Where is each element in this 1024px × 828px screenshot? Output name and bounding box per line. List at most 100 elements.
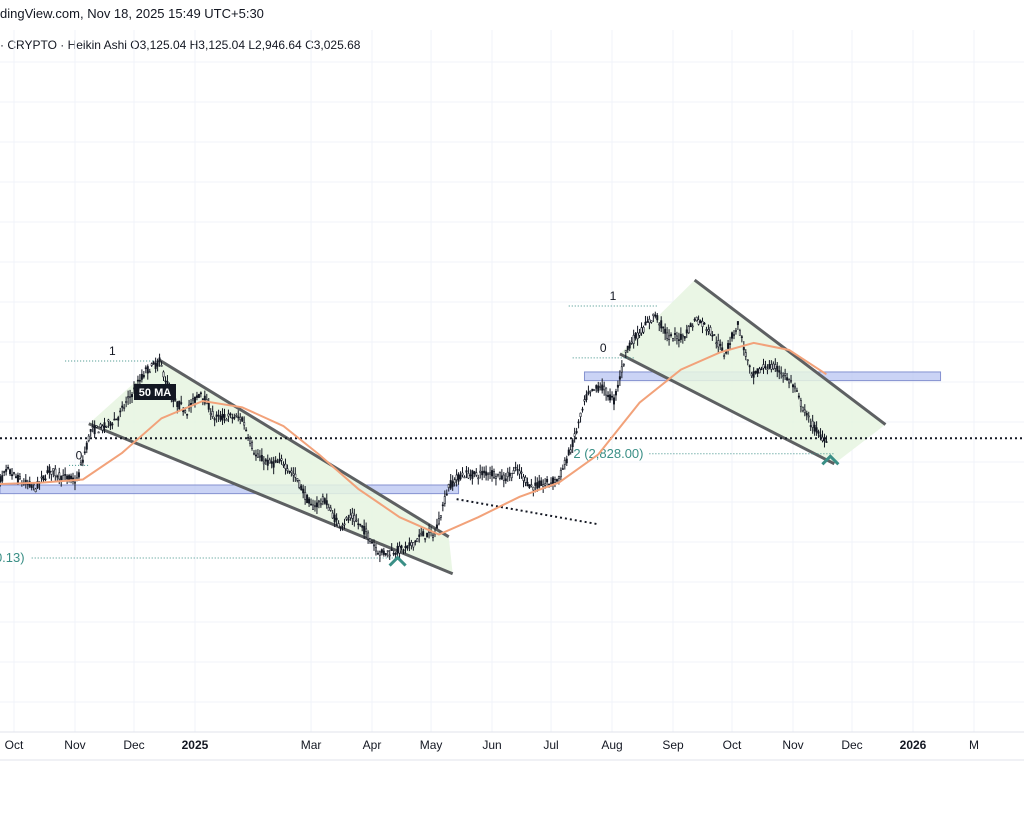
candle bbox=[498, 471, 501, 479]
candle bbox=[136, 379, 139, 382]
candle bbox=[68, 475, 71, 481]
candle bbox=[595, 385, 598, 389]
wedge-lower-trendline[interactable] bbox=[619, 352, 835, 466]
falling-wedge-fill bbox=[88, 360, 453, 574]
candle bbox=[213, 418, 216, 421]
candle bbox=[3, 471, 6, 473]
candle bbox=[695, 316, 698, 322]
candle bbox=[140, 373, 143, 380]
candle bbox=[591, 388, 594, 391]
candle bbox=[40, 476, 43, 479]
candle bbox=[632, 334, 635, 344]
candle bbox=[573, 433, 576, 437]
candle bbox=[46, 470, 49, 474]
candle bbox=[229, 413, 232, 416]
candle bbox=[786, 377, 789, 381]
candle bbox=[243, 422, 246, 426]
candle bbox=[530, 484, 533, 487]
x-axis-tick-label: Oct bbox=[723, 738, 742, 752]
candle bbox=[58, 472, 61, 480]
candle bbox=[628, 342, 631, 349]
candle bbox=[142, 374, 145, 378]
candle bbox=[634, 333, 637, 339]
candle bbox=[390, 549, 393, 552]
candle bbox=[819, 434, 822, 438]
candle bbox=[701, 321, 704, 327]
x-axis-tick-label: M bbox=[969, 738, 979, 752]
candle bbox=[353, 515, 356, 522]
candle bbox=[158, 357, 161, 362]
candle bbox=[485, 471, 488, 476]
candle bbox=[693, 318, 696, 321]
candle bbox=[654, 314, 657, 317]
candle bbox=[260, 454, 263, 462]
candle bbox=[343, 523, 346, 526]
candle bbox=[727, 343, 730, 349]
candle bbox=[119, 410, 122, 413]
candle bbox=[111, 423, 114, 426]
candle bbox=[386, 550, 389, 552]
candle bbox=[496, 473, 499, 476]
candle bbox=[736, 321, 739, 325]
wedge-upper-trendline[interactable] bbox=[693, 278, 887, 426]
candle bbox=[491, 470, 494, 477]
candle bbox=[803, 409, 806, 413]
candle bbox=[410, 542, 413, 546]
candle bbox=[156, 360, 159, 367]
candle bbox=[227, 413, 230, 417]
candle bbox=[11, 474, 14, 477]
candle bbox=[691, 325, 694, 328]
candle bbox=[416, 538, 419, 543]
candle bbox=[589, 390, 592, 393]
candle bbox=[538, 480, 541, 488]
candle bbox=[760, 368, 763, 371]
candle bbox=[550, 482, 553, 485]
x-axis-tick-label: 2026 bbox=[900, 738, 927, 752]
candle bbox=[186, 413, 189, 416]
candle bbox=[91, 426, 94, 428]
candle bbox=[298, 480, 301, 488]
candle bbox=[178, 400, 181, 410]
candle bbox=[675, 335, 678, 340]
candle bbox=[597, 385, 600, 392]
candle bbox=[447, 484, 450, 488]
candle bbox=[475, 472, 478, 476]
candle bbox=[211, 411, 214, 417]
candle bbox=[292, 473, 295, 476]
wedge-upper-trendline[interactable] bbox=[158, 358, 450, 539]
candle bbox=[123, 407, 126, 409]
candle bbox=[453, 479, 456, 484]
candle bbox=[115, 418, 118, 421]
dotted-trendline[interactable] bbox=[456, 498, 599, 526]
candle bbox=[288, 470, 291, 473]
candle bbox=[579, 412, 582, 417]
candle bbox=[221, 413, 224, 421]
candle bbox=[823, 437, 826, 442]
candle bbox=[351, 512, 354, 519]
candle bbox=[441, 504, 444, 507]
candle bbox=[109, 422, 112, 427]
candle bbox=[315, 502, 318, 508]
candle bbox=[502, 474, 505, 481]
candle bbox=[160, 365, 163, 367]
candle bbox=[587, 391, 590, 395]
candle bbox=[662, 326, 665, 329]
x-axis-tick-label: 2025 bbox=[182, 738, 209, 752]
candle bbox=[412, 542, 415, 548]
candle bbox=[465, 470, 468, 473]
candle bbox=[347, 518, 350, 521]
candle bbox=[652, 313, 655, 317]
candle bbox=[542, 484, 545, 488]
candle bbox=[516, 468, 519, 471]
candle bbox=[64, 474, 67, 476]
candle bbox=[422, 531, 425, 537]
candle bbox=[729, 343, 732, 345]
candle bbox=[424, 537, 427, 540]
candle bbox=[797, 395, 800, 398]
candle bbox=[73, 481, 76, 484]
candle bbox=[294, 473, 297, 478]
candle bbox=[532, 486, 535, 491]
candle bbox=[772, 363, 775, 370]
candle bbox=[601, 384, 604, 391]
